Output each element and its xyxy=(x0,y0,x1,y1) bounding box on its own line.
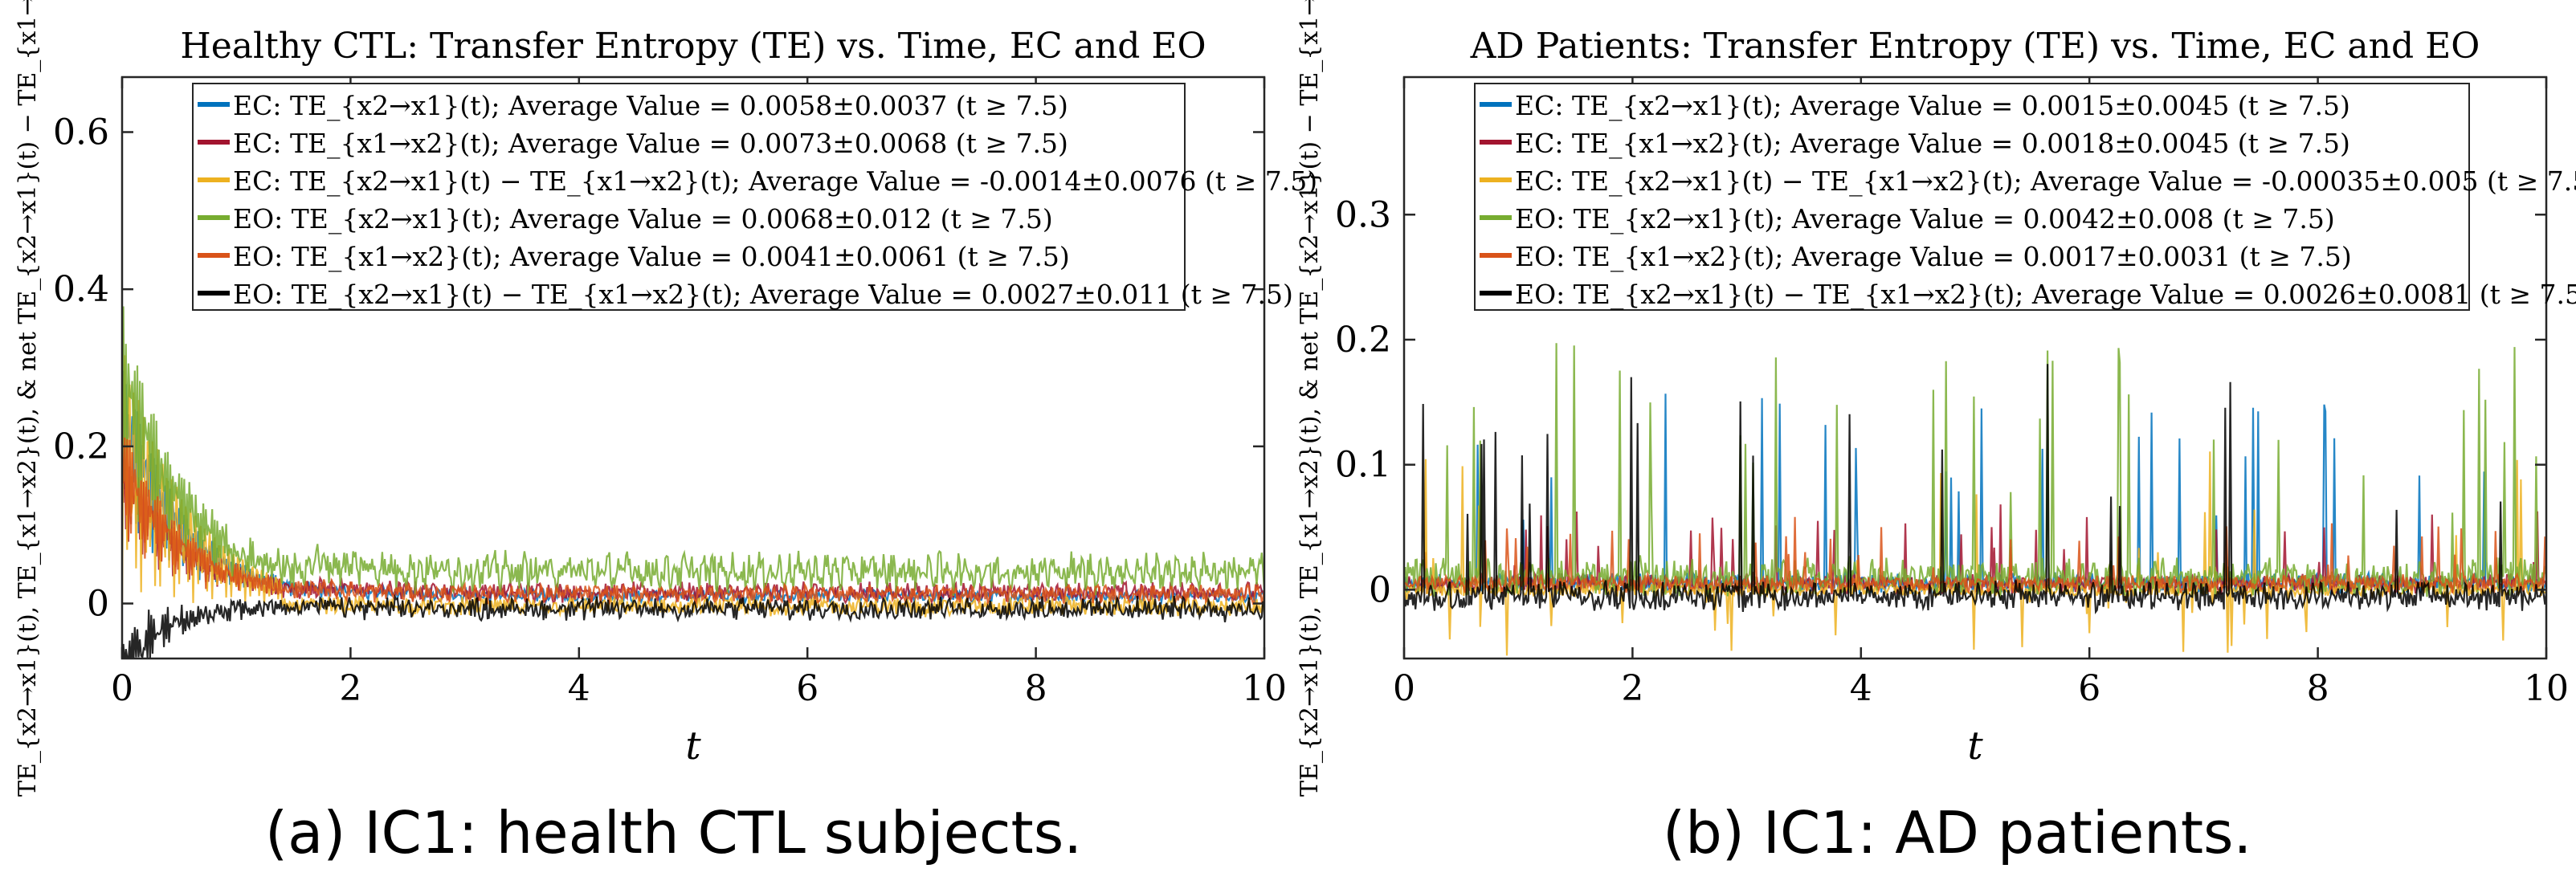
chart1-ylabel: TE_{x2→x1}(t), TE_{x1→x2}(t), & net TE_{… xyxy=(14,0,42,797)
chart1-series-line-4 xyxy=(122,306,1264,596)
chart2-legend-label-6: EO: TE_{x2→x1}(t) − TE_{x1→x2}(t); Avera… xyxy=(1515,279,2576,311)
chart1-y-tick-label-0: 0 xyxy=(87,584,109,625)
chart2-legend-label-5: EO: TE_{x1→x2}(t); Average Value = 0.001… xyxy=(1515,241,2352,273)
chart1-x-tick-label-2: 4 xyxy=(568,668,590,709)
chart2-x-tick-label-3: 6 xyxy=(2078,668,2100,709)
chart1-series-group xyxy=(122,306,1264,659)
chart1-xlabel: t xyxy=(685,724,701,769)
chart2-y-tick-label-3: 0.3 xyxy=(1335,194,1391,235)
chart2-x-tick-label-4: 8 xyxy=(2307,668,2329,709)
chart1-title: Healthy CTL: Transfer Entropy (TE) vs. T… xyxy=(180,26,1206,67)
chart2-legend-label-3: EC: TE_{x2→x1}(t) − TE_{x1→x2}(t); Avera… xyxy=(1515,165,2576,198)
chart2-y-tick-label-2: 0.2 xyxy=(1335,320,1391,361)
chart1-plot-area xyxy=(120,75,1266,660)
chart1-y-tick-label-2: 0.4 xyxy=(53,269,109,310)
chart1-x-tick-label-3: 6 xyxy=(796,668,819,709)
chart1-axes-frame xyxy=(120,75,1266,660)
chart2-series-group xyxy=(1404,343,2546,656)
chart2-legend-box xyxy=(1474,83,2470,311)
caption-a-label: (a) xyxy=(265,799,346,866)
chart1-x-tick-label-1: 2 xyxy=(339,668,361,709)
chart2-series-line-6 xyxy=(1404,364,2546,615)
chart1-legend-box xyxy=(192,83,1186,311)
chart1-y-tick-label-1: 0.2 xyxy=(53,426,109,467)
chart2-y-tick-label-1: 0.1 xyxy=(1335,445,1391,486)
chart1-series-line-5 xyxy=(122,437,1264,606)
chart2-xlabel: t xyxy=(1967,724,1983,769)
chart2-series-line-4 xyxy=(1404,343,2546,600)
chart2-x-tick-label-1: 2 xyxy=(1621,668,1643,709)
caption-a: (a) IC1: health CTL subjects. xyxy=(265,799,1082,866)
chart2-axes-frame xyxy=(1402,75,2548,660)
chart1-legend-label-5: EO: TE_{x1→x2}(t); Average Value = 0.004… xyxy=(233,241,1070,273)
chart1-x-tick-label-0: 0 xyxy=(111,668,133,709)
chart1-legend-label-3: EC: TE_{x2→x1}(t) − TE_{x1→x2}(t); Avera… xyxy=(233,165,1317,198)
caption-b-text: IC1: AD patients. xyxy=(1762,799,2252,866)
chart1-series-line-2 xyxy=(122,443,1264,607)
chart1-series-line-6 xyxy=(122,593,1264,659)
caption-b: (b) IC1: AD patients. xyxy=(1663,799,2251,866)
chart2-legend-label-1: EC: TE_{x2→x1}(t); Average Value = 0.001… xyxy=(1515,90,2350,122)
chart1-legend-label-2: EC: TE_{x1→x2}(t); Average Value = 0.007… xyxy=(233,128,1068,160)
chart1-legend-label-1: EC: TE_{x2→x1}(t); Average Value = 0.005… xyxy=(233,90,1068,122)
chart2-x-tick-label-5: 10 xyxy=(2524,668,2569,709)
chart2-x-tick-label-2: 4 xyxy=(1850,668,1872,709)
caption-a-text: IC1: health CTL subjects. xyxy=(364,799,1083,866)
chart1-legend-label-4: EO: TE_{x2→x1}(t); Average Value = 0.006… xyxy=(233,203,1053,235)
chart2-series-line-5 xyxy=(1404,516,2546,595)
chart2-title: AD Patients: Transfer Entropy (TE) vs. T… xyxy=(1470,26,2480,67)
chart2-y-tick-label-0: 0 xyxy=(1369,569,1391,610)
chart1-x-tick-label-5: 10 xyxy=(1242,668,1287,709)
chart1-y-tick-label-3: 0.6 xyxy=(53,112,109,153)
chart2-legend-label-4: EO: TE_{x2→x1}(t); Average Value = 0.004… xyxy=(1515,203,2335,235)
chart2-ylabel: TE_{x2→x1}(t), TE_{x1→x2}(t), & net TE_{… xyxy=(1296,0,1324,797)
chart1-legend-label-6: EO: TE_{x2→x1}(t) − TE_{x1→x2}(t); Avera… xyxy=(233,279,1293,311)
caption-b-label: (b) xyxy=(1663,799,1745,866)
chart2-plot-area xyxy=(1402,75,2548,660)
chart2-x-tick-label-0: 0 xyxy=(1393,668,1415,709)
chart2-legend-label-2: EC: TE_{x1→x2}(t); Average Value = 0.001… xyxy=(1515,128,2350,160)
chart1-x-tick-label-4: 8 xyxy=(1025,668,1047,709)
